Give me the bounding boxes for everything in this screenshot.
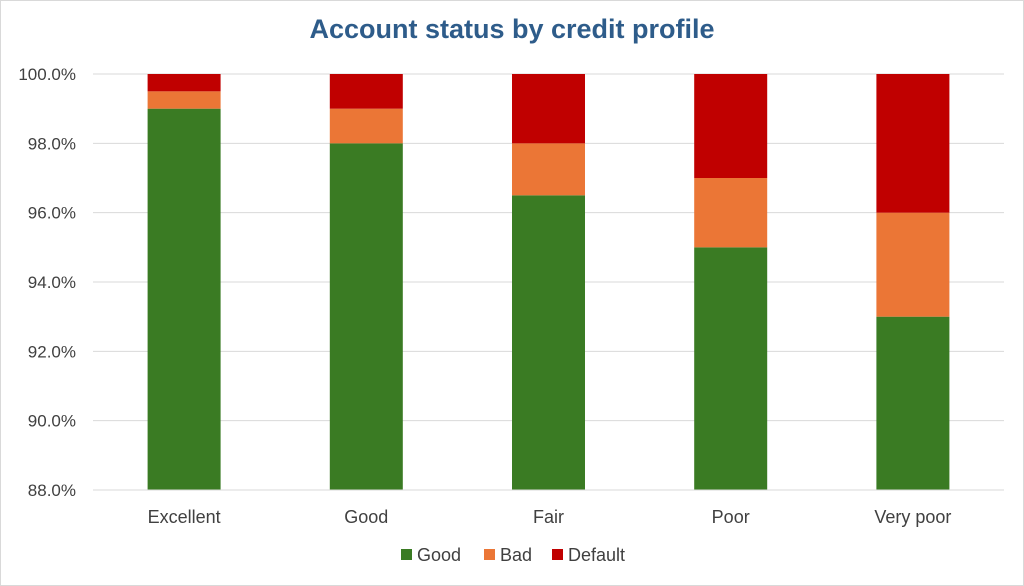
x-tick-label: Very poor — [874, 507, 951, 527]
x-axis-ticks: Excellent Good Fair Poor Very poor — [148, 507, 952, 527]
chart-title: Account status by credit profile — [309, 14, 715, 44]
x-tick-label: Fair — [533, 507, 564, 527]
y-tick-label: 90.0% — [28, 412, 76, 431]
bar-default-excellent — [147, 74, 221, 92]
y-axis-ticks: 88.0% 90.0% 92.0% 94.0% 96.0% 98.0% 100.0% — [18, 65, 76, 500]
y-tick-label: 100.0% — [18, 65, 76, 84]
legend-swatch-default — [552, 549, 563, 560]
legend-label-bad: Bad — [500, 545, 532, 565]
legend-label-good: Good — [417, 545, 461, 565]
bar-good-good — [329, 143, 403, 491]
bar-good-very-poor — [876, 316, 950, 490]
bar-good-poor — [694, 247, 768, 490]
x-tick-label: Good — [344, 507, 388, 527]
bar-bad-very-poor — [876, 212, 950, 317]
bar-default-fair — [512, 74, 585, 144]
legend-label-default: Default — [568, 545, 625, 565]
bar-good-excellent — [147, 108, 221, 491]
bar-bad-good — [329, 108, 403, 144]
bar-bad-poor — [694, 178, 768, 248]
bar-default-poor — [694, 74, 768, 178]
x-tick-label: Excellent — [148, 507, 221, 527]
legend: Good Bad Default — [401, 545, 625, 565]
x-tick-label: Poor — [712, 507, 750, 527]
y-tick-label: 94.0% — [28, 273, 76, 292]
bar-good-fair — [512, 195, 585, 491]
y-tick-label: 92.0% — [28, 342, 76, 361]
bar-default-good — [329, 74, 403, 109]
bar-bad-excellent — [147, 91, 221, 109]
bars — [93, 74, 1004, 491]
legend-swatch-bad — [484, 549, 495, 560]
legend-swatch-good — [401, 549, 412, 560]
y-tick-label: 88.0% — [28, 481, 76, 500]
y-tick-label: 98.0% — [28, 134, 76, 153]
y-tick-label: 96.0% — [28, 204, 76, 223]
bar-default-very-poor — [876, 74, 950, 213]
bar-bad-fair — [512, 143, 585, 196]
